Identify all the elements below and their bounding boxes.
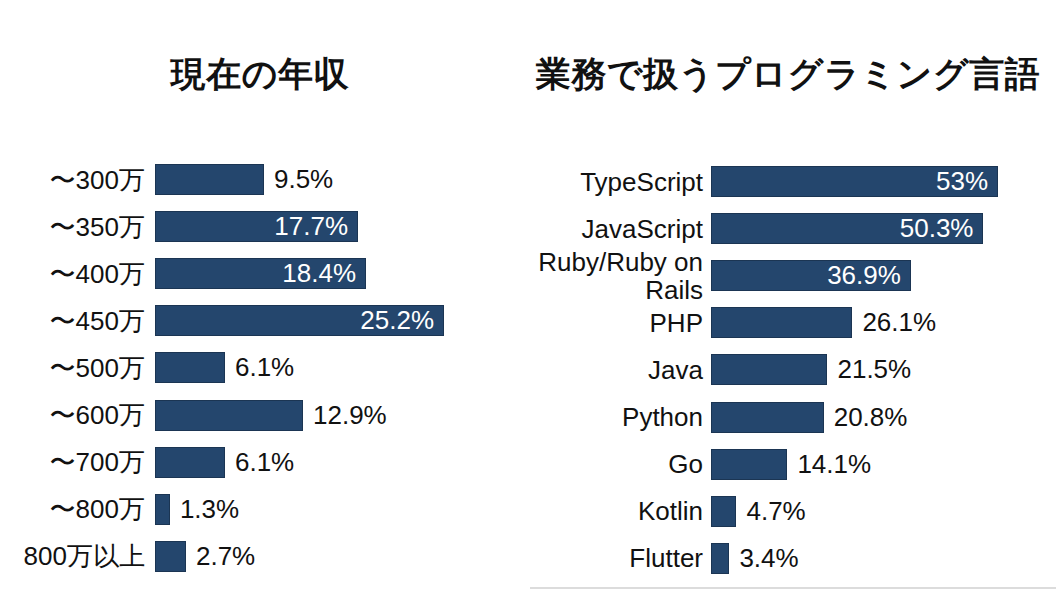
category-label: 〜350万	[0, 213, 155, 241]
category-label: 〜700万	[0, 448, 155, 476]
languages-chart-title: 業務で扱うプログラミング言語	[520, 51, 1056, 98]
category-label: Python	[520, 403, 711, 431]
category-label: Ruby/Ruby on Rails	[520, 248, 711, 304]
bar	[711, 496, 736, 527]
category-label: JavaScript	[520, 215, 711, 243]
bar	[155, 352, 225, 383]
value-label: 2.7%	[196, 541, 255, 572]
value-label: 12.9%	[313, 400, 387, 431]
value-label: 25.2%	[360, 305, 443, 336]
value-label: 20.8%	[834, 402, 908, 433]
bar	[711, 307, 852, 338]
bar: 50.3%	[711, 213, 983, 244]
bar-row: Flutter 3.4%	[520, 535, 1056, 582]
bar	[711, 543, 729, 574]
value-label: 3.4%	[739, 543, 798, 574]
bar-row: 〜350万 17.7%	[0, 203, 520, 250]
bar-row: 〜500万 6.1%	[0, 344, 520, 391]
value-label: 9.5%	[274, 164, 333, 195]
category-label: Kotlin	[520, 497, 711, 525]
bar: 17.7%	[155, 211, 358, 242]
bar	[711, 402, 824, 433]
value-label: 36.9%	[827, 260, 910, 291]
bar	[155, 400, 303, 431]
category-label: 〜450万	[0, 307, 155, 335]
value-label: 18.4%	[282, 258, 365, 289]
value-label: 6.1%	[235, 447, 294, 478]
value-label: 4.7%	[746, 496, 805, 527]
languages-chart: 業務で扱うプログラミング言語 TypeScript 53% JavaScript 50…	[520, 0, 1056, 592]
bar-row: 〜600万 12.9%	[0, 391, 520, 438]
bar	[155, 447, 225, 478]
income-chart-title: 現在の年収	[0, 51, 520, 98]
value-label: 1.3%	[180, 494, 239, 525]
bar-row: PHP 26.1%	[520, 299, 1056, 346]
category-label: 〜500万	[0, 354, 155, 382]
bar: 25.2%	[155, 305, 444, 336]
value-label: 6.1%	[235, 352, 294, 383]
category-label: 〜300万	[0, 166, 155, 194]
bar	[711, 449, 787, 480]
bar: 18.4%	[155, 258, 366, 289]
bar-row: JavaScript 50.3%	[520, 205, 1056, 252]
bar-row: TypeScript 53%	[520, 158, 1056, 205]
category-label: 〜400万	[0, 260, 155, 288]
category-label: 〜800万	[0, 495, 155, 523]
footer-divider-line	[530, 587, 1056, 589]
value-label: 50.3%	[900, 213, 983, 244]
category-label: Java	[520, 356, 711, 384]
bar-row: 〜800万 1.3%	[0, 486, 520, 533]
value-label: 14.1%	[797, 449, 871, 480]
bar: 53%	[711, 166, 998, 197]
category-label: TypeScript	[520, 168, 711, 196]
bar-row: Java 21.5%	[520, 346, 1056, 393]
category-label: Flutter	[520, 544, 711, 572]
category-label: 800万以上	[0, 542, 155, 570]
bar-row: 〜400万 18.4%	[0, 250, 520, 297]
value-label: 26.1%	[862, 307, 936, 338]
bar	[155, 164, 264, 195]
bar-row: 〜700万 6.1%	[0, 439, 520, 486]
bar-row: 800万以上 2.7%	[0, 533, 520, 580]
bar-row: Python 20.8%	[520, 393, 1056, 440]
languages-chart-rows: TypeScript 53% JavaScript 50.3% Ruby/Ruby on…	[520, 158, 1056, 582]
value-label: 17.7%	[274, 211, 357, 242]
bar-row: Go 14.1%	[520, 441, 1056, 488]
income-chart-rows: 〜300万9.5%〜350万17.7%〜400万18.4%〜450万25.2%〜…	[0, 156, 520, 580]
bar-row: 〜450万 25.2%	[0, 297, 520, 344]
bar	[155, 494, 170, 525]
income-chart: 現在の年収 〜300万 9.5% 〜350万 17.7% 〜400万 18.4% 〜450万…	[0, 0, 520, 592]
bar: 36.9%	[711, 260, 911, 291]
value-label: 53%	[936, 166, 997, 197]
bar	[155, 541, 186, 572]
bar-row: Ruby/Ruby on Rails36.9%	[520, 252, 1056, 299]
bar-row: 〜300万 9.5%	[0, 156, 520, 203]
bar	[711, 354, 827, 385]
bar-row: Kotlin 4.7%	[520, 488, 1056, 535]
category-label: Go	[520, 450, 711, 478]
value-label: 21.5%	[837, 354, 911, 385]
category-label: PHP	[520, 309, 711, 337]
category-label: 〜600万	[0, 401, 155, 429]
